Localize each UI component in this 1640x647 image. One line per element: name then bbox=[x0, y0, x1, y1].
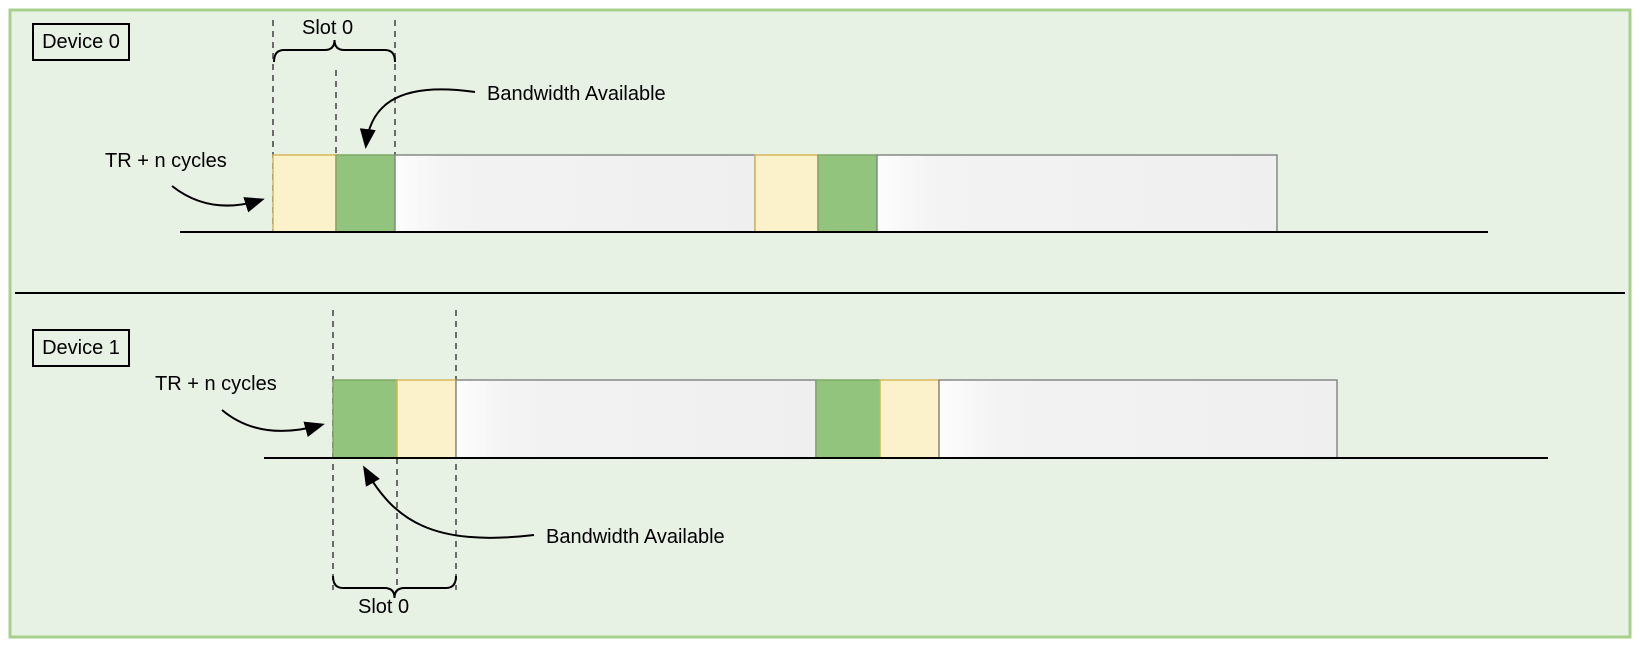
segment-idle bbox=[456, 380, 816, 458]
segment-idle bbox=[395, 155, 755, 232]
segment-green bbox=[816, 380, 880, 458]
tr-cycles-label: TR + n cycles bbox=[155, 373, 277, 395]
segment-green bbox=[333, 380, 397, 458]
segment-idle bbox=[877, 155, 1277, 232]
device-label: Device 1 bbox=[42, 337, 120, 359]
segment-yellow bbox=[397, 380, 456, 458]
segment-green bbox=[818, 155, 877, 232]
slot-label: Slot 0 bbox=[302, 17, 353, 39]
device-label: Device 0 bbox=[42, 31, 120, 53]
segment-green bbox=[336, 155, 395, 232]
timing-diagram: Device 0 Slot 0 TR + n cycles Bandwidth Ava… bbox=[0, 0, 1640, 647]
segment-idle bbox=[939, 380, 1337, 458]
segment-yellow bbox=[880, 380, 939, 458]
segment-yellow bbox=[273, 155, 336, 232]
segment-yellow bbox=[755, 155, 818, 232]
slot-label: Slot 0 bbox=[358, 596, 409, 618]
bandwidth-label: Bandwidth Available bbox=[487, 83, 666, 105]
bandwidth-label: Bandwidth Available bbox=[546, 526, 725, 548]
tr-cycles-label: TR + n cycles bbox=[105, 150, 227, 172]
